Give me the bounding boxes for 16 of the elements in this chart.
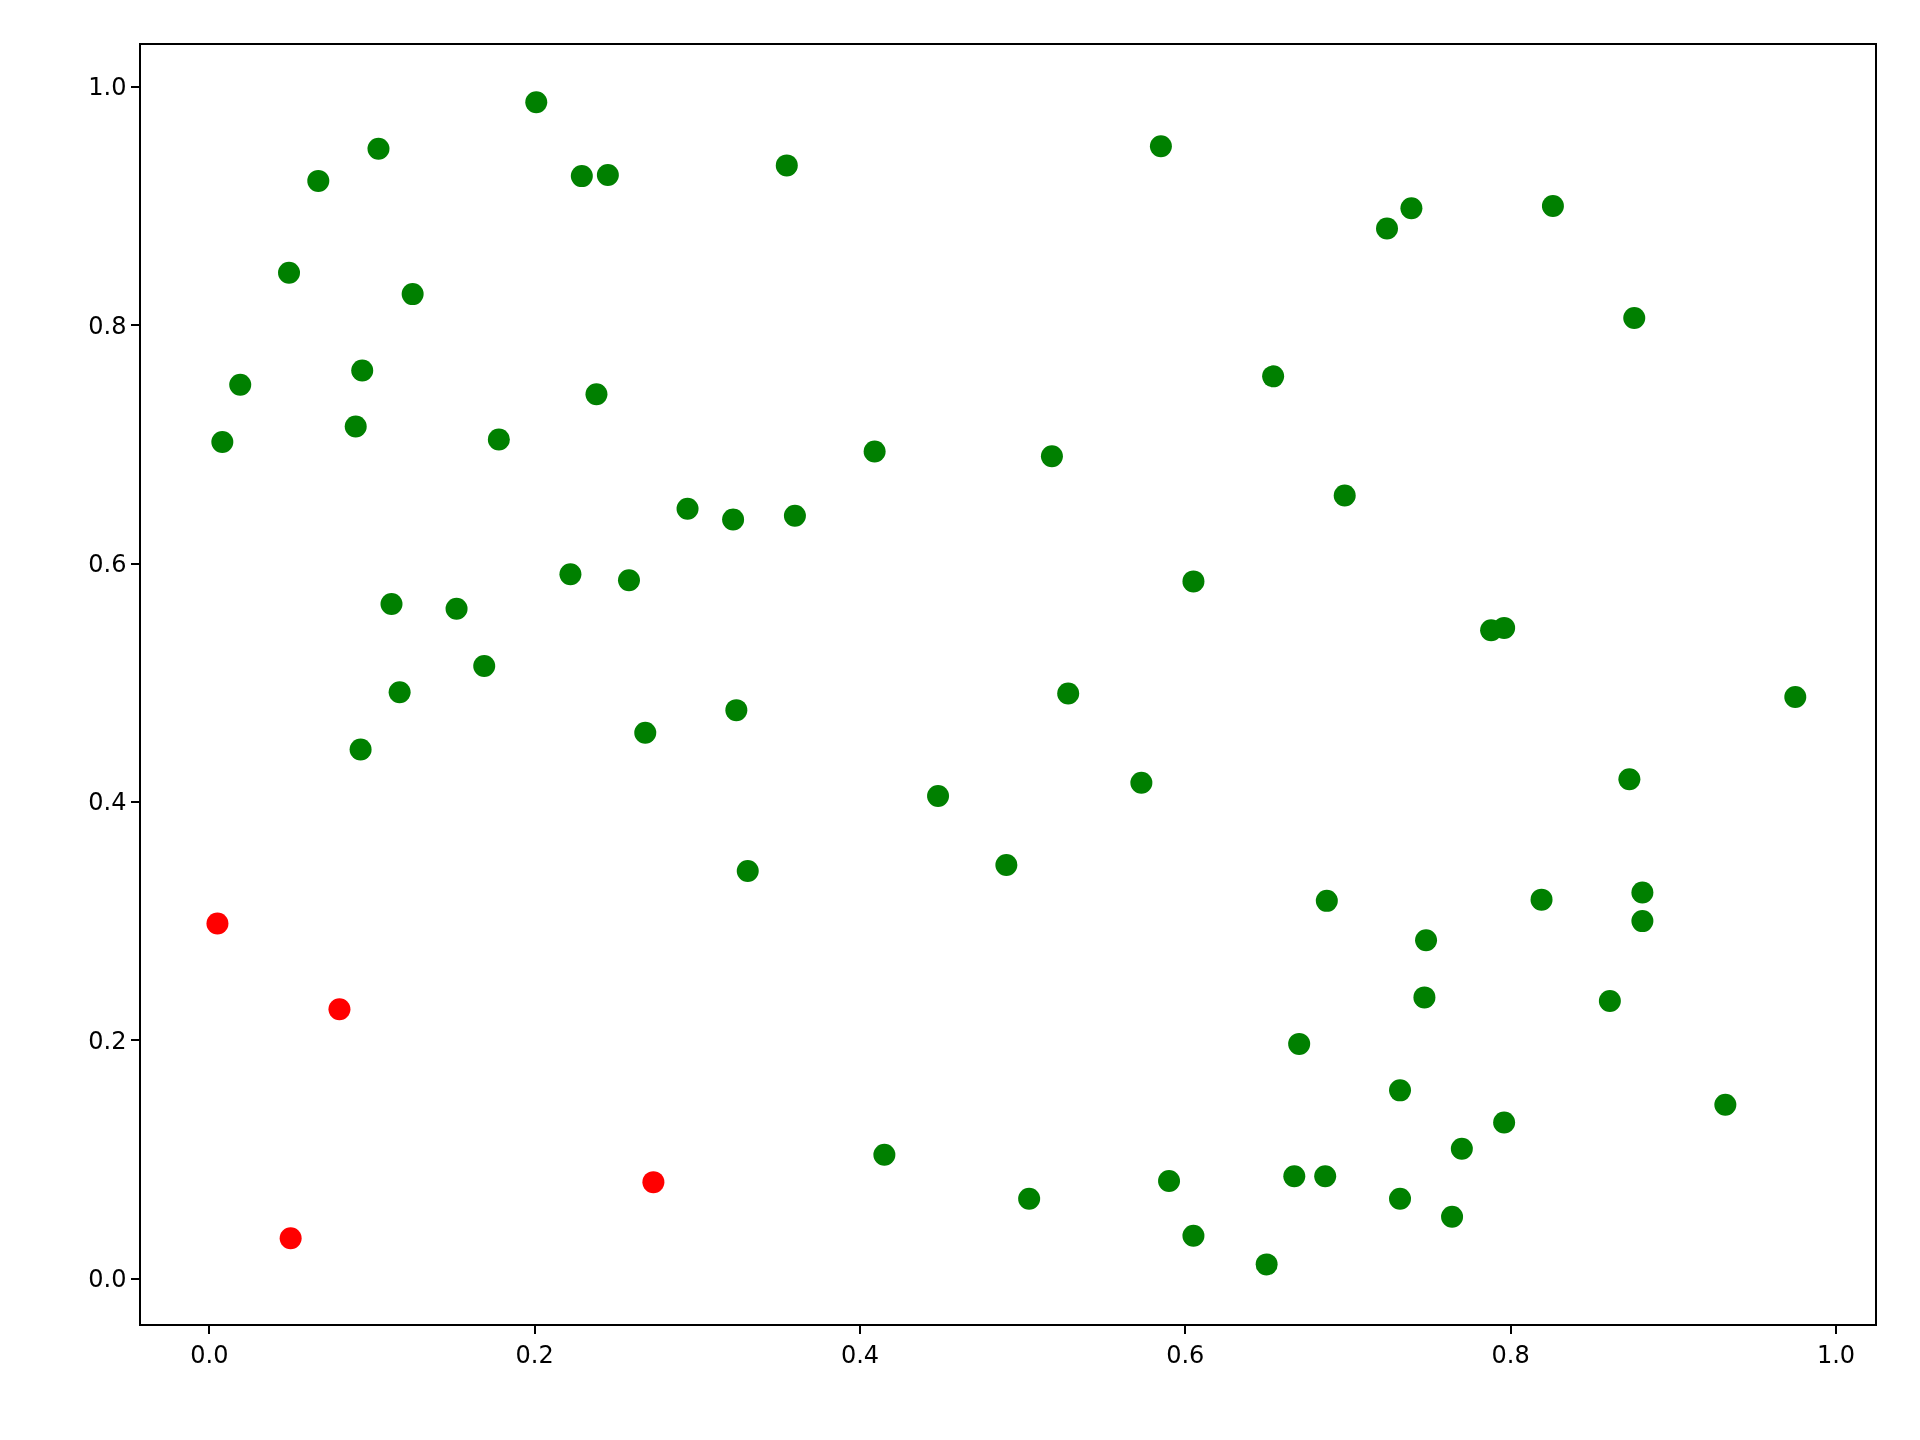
y-tick-label: 0.2	[88, 1026, 127, 1055]
x-tick-label: 0.6	[1166, 1340, 1205, 1369]
point	[328, 998, 351, 1021]
x-tick-label: 0.2	[515, 1340, 554, 1369]
x-tick-label: 0.4	[840, 1340, 880, 1369]
x-tick-label: 0.0	[190, 1340, 229, 1369]
point	[279, 1227, 302, 1250]
y-tick-label: 0.8	[88, 311, 127, 340]
y-tick-label: 1.0	[88, 73, 127, 102]
point	[642, 1171, 665, 1194]
point	[206, 912, 229, 935]
y-tick-label: 0.0	[88, 1265, 127, 1294]
y-tick-label: 0.6	[88, 549, 127, 578]
y-tick-label: 0.4	[88, 788, 127, 817]
x-tick-label: 0.8	[1491, 1340, 1530, 1369]
x-tick-label: 1.0	[1816, 1340, 1856, 1369]
